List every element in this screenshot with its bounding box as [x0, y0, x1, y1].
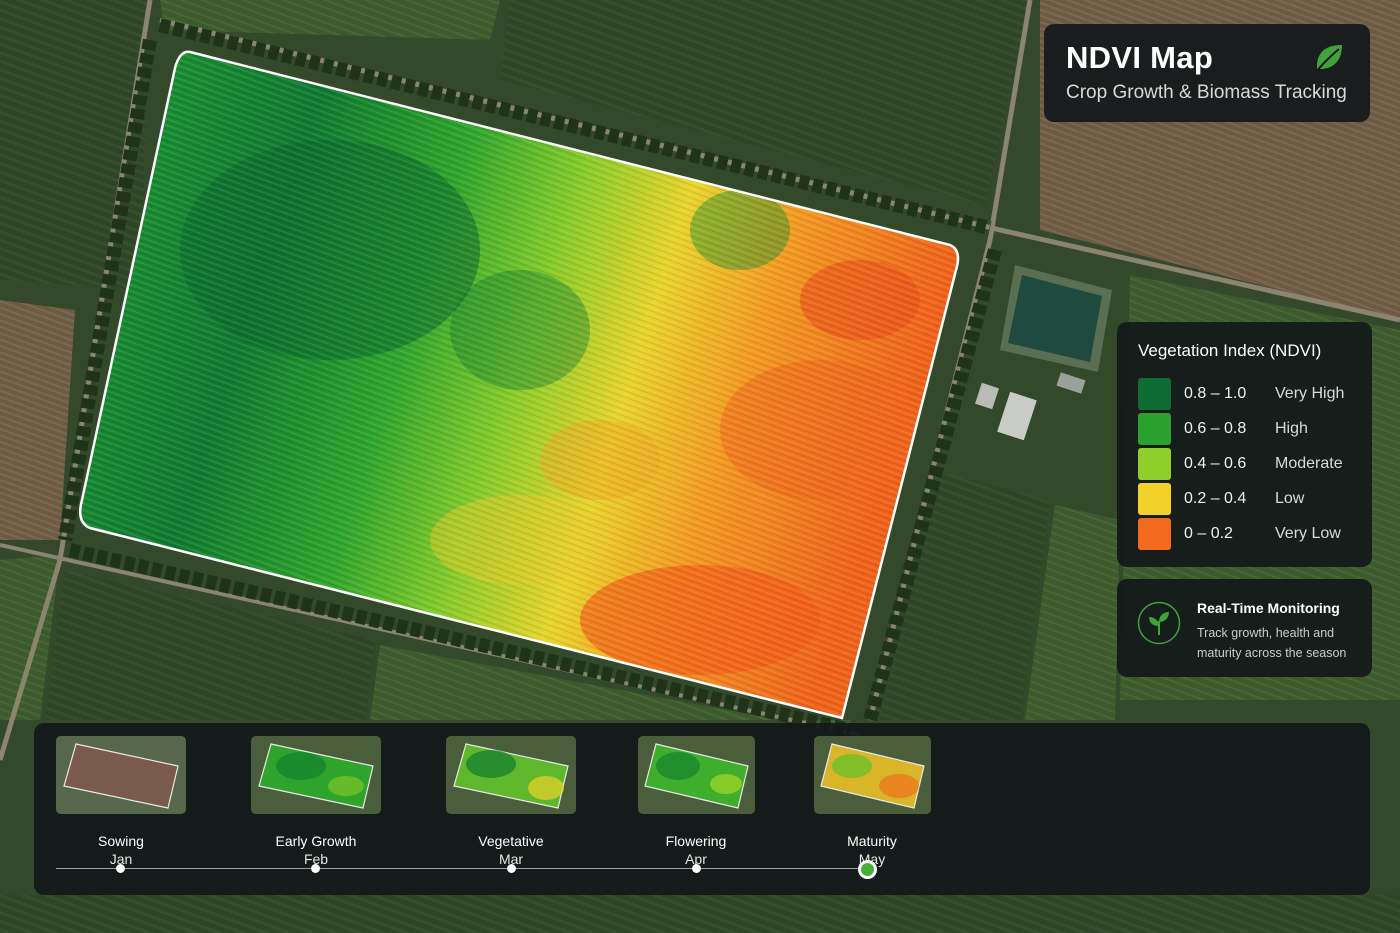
legend-range: 0.6 – 0.8 [1184, 420, 1247, 437]
page-title: NDVI Map [1066, 40, 1214, 75]
stage-month: Mar [498, 851, 524, 867]
growth-timeline: Sowing Jan Early Growth Feb [34, 723, 1370, 895]
timeline-stage-flowering[interactable]: Flowering Apr [626, 736, 766, 867]
timeline-stage-sowing[interactable]: Sowing Jan [51, 736, 191, 867]
stage-name: Sowing [98, 833, 144, 849]
timeline-dot[interactable] [858, 860, 877, 879]
timeline-dot[interactable] [507, 864, 516, 873]
leaf-icon [1316, 45, 1342, 72]
stage-name: Vegetative [478, 833, 544, 849]
legend-range: 0.2 – 0.4 [1184, 490, 1247, 507]
stage-name: Maturity [847, 833, 897, 849]
timeline-stage-vegetative[interactable]: Vegetative Mar [441, 736, 581, 867]
legend-swatch [1138, 448, 1171, 480]
legend-item: 0.6 – 0.8 High [1138, 413, 1358, 445]
timeline-track[interactable] [56, 868, 876, 869]
legend-item: 0 – 0.2 Very Low [1138, 518, 1358, 550]
title-panel: NDVI Map Crop Growth & Biomass Tracking [1044, 24, 1370, 122]
monitoring-panel: Real-Time Monitoring Track growth, healt… [1117, 579, 1372, 677]
legend-swatch [1138, 413, 1171, 445]
legend-swatch [1138, 378, 1171, 410]
ndvi-legend: Vegetation Index (NDVI) 0.8 – 1.0 Very H… [1117, 322, 1372, 567]
field-boundary [79, 50, 960, 720]
legend-range: 0.4 – 0.6 [1184, 455, 1247, 472]
legend-level: Very Low [1275, 525, 1341, 542]
stage-name: Early Growth [275, 833, 357, 849]
sprout-icon [1137, 601, 1181, 645]
legend-swatch [1138, 483, 1171, 515]
stage-thumbnail [56, 736, 186, 814]
monitoring-title: Real-Time Monitoring [1197, 600, 1340, 616]
legend-item: 0.8 – 1.0 Very High [1138, 378, 1358, 410]
legend-swatch [1138, 518, 1171, 550]
timeline-stage-maturity[interactable]: Maturity May [802, 736, 942, 867]
stage-thumbnail [446, 736, 576, 814]
legend-range: 0.8 – 1.0 [1184, 385, 1247, 402]
timeline-dot[interactable] [692, 864, 701, 873]
legend-level: Low [1275, 490, 1305, 507]
legend-range: 0 – 0.2 [1184, 525, 1233, 542]
timeline-dot[interactable] [311, 864, 320, 873]
page-subtitle: Crop Growth & Biomass Tracking [1066, 82, 1347, 103]
stage-month: Feb [303, 851, 329, 867]
timeline-stage-early-growth[interactable]: Early Growth Feb [246, 736, 386, 867]
stage-month: Jan [109, 851, 133, 867]
legend-level: Moderate [1275, 455, 1343, 472]
legend-item: 0.2 – 0.4 Low [1138, 483, 1358, 515]
stage-month: Apr [685, 851, 707, 867]
timeline-dot[interactable] [116, 864, 125, 873]
stage-thumbnail [638, 736, 755, 814]
legend-title: Vegetation Index (NDVI) [1138, 341, 1322, 360]
stage-thumbnail [814, 736, 931, 814]
legend-level: Very High [1275, 385, 1345, 402]
monitoring-description: Track growth, health and maturity across… [1197, 626, 1347, 660]
stage-thumbnail [251, 736, 381, 814]
stage-name: Flowering [665, 833, 727, 849]
legend-item: 0.4 – 0.6 Moderate [1138, 448, 1358, 480]
legend-level: High [1275, 420, 1308, 437]
